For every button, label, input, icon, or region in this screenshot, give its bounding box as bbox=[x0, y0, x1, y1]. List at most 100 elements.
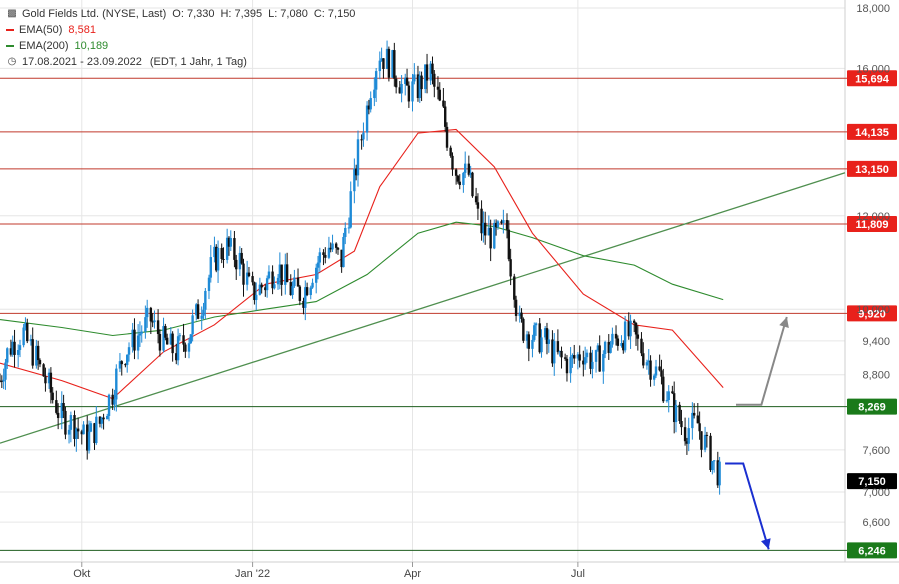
candle-body bbox=[93, 423, 96, 444]
ema200-swatch bbox=[6, 45, 14, 47]
candle-body bbox=[407, 85, 411, 102]
candle-body bbox=[378, 60, 381, 72]
candle-body bbox=[49, 372, 53, 393]
y-tick-label: 18,000 bbox=[856, 3, 890, 15]
x-tick-label: Apr bbox=[404, 568, 421, 580]
candle-body bbox=[514, 299, 518, 316]
candle-body bbox=[687, 428, 690, 444]
candle-body bbox=[645, 362, 649, 366]
candle-body bbox=[369, 98, 372, 110]
candle-body bbox=[429, 63, 432, 81]
candle-body bbox=[391, 50, 394, 78]
candle-body bbox=[309, 287, 312, 296]
candle-body bbox=[336, 247, 340, 250]
x-axis: Okt Jan '22 Apr Jul bbox=[73, 562, 585, 580]
candle-body bbox=[304, 287, 307, 308]
candle-body bbox=[667, 391, 670, 400]
candle-body bbox=[647, 360, 650, 363]
candle-body bbox=[284, 264, 287, 285]
candle-body bbox=[525, 334, 529, 341]
period-range: 17.08.2021 - 23.09.2022 bbox=[22, 56, 142, 68]
candle-body bbox=[260, 284, 263, 288]
candle-body bbox=[162, 326, 165, 351]
candle-body bbox=[623, 321, 627, 351]
candle-body bbox=[251, 276, 254, 283]
candle-body bbox=[563, 357, 567, 359]
candle-body bbox=[692, 412, 696, 416]
candle-body bbox=[0, 380, 2, 382]
candle-body bbox=[691, 412, 694, 429]
candle-body bbox=[367, 105, 371, 110]
trendline bbox=[0, 172, 846, 444]
candle-body bbox=[220, 247, 223, 259]
candle-body bbox=[0, 380, 4, 382]
candle-body bbox=[553, 341, 556, 364]
candle-body bbox=[285, 264, 289, 283]
candle-body bbox=[394, 78, 398, 88]
candle-body bbox=[89, 423, 93, 432]
candle-body bbox=[425, 64, 429, 81]
candle-body bbox=[189, 334, 193, 344]
y-tick-label: 7,000 bbox=[862, 487, 890, 499]
candle-body bbox=[111, 394, 114, 405]
candle-body bbox=[314, 267, 318, 283]
candle-body bbox=[209, 257, 212, 278]
candle-body bbox=[293, 277, 296, 287]
candle-body bbox=[444, 106, 447, 127]
candle-body bbox=[235, 259, 238, 270]
last-price-label: 7,150 bbox=[858, 476, 886, 488]
candle-body bbox=[136, 335, 140, 351]
candle-body bbox=[316, 262, 320, 268]
candle-body bbox=[291, 286, 294, 296]
candle-body bbox=[334, 243, 338, 248]
period-info: (EDT, 1 Jahr, 1 Tag) bbox=[149, 56, 247, 68]
candle-body bbox=[583, 357, 587, 365]
candle-body bbox=[400, 83, 403, 94]
candle-body bbox=[387, 48, 391, 78]
candle-body bbox=[413, 74, 416, 82]
candle-body bbox=[416, 74, 420, 99]
candle-body bbox=[360, 139, 363, 141]
candle-body bbox=[242, 263, 245, 285]
candle-body bbox=[64, 410, 67, 435]
candle-body bbox=[411, 81, 414, 102]
candle-body bbox=[87, 431, 91, 451]
candle-body bbox=[100, 417, 103, 424]
candle-body bbox=[700, 431, 703, 450]
candle-body bbox=[76, 428, 80, 432]
candle-body bbox=[578, 354, 581, 361]
legend-ema50-row: EMA(50) 8,581 bbox=[6, 22, 355, 38]
candle-body bbox=[629, 320, 632, 337]
candle-body bbox=[489, 227, 492, 249]
level-tag bbox=[847, 160, 897, 177]
candle-body bbox=[202, 309, 205, 316]
candle-body bbox=[289, 282, 292, 296]
candle-body bbox=[558, 350, 561, 353]
y-tick-label: 6,600 bbox=[862, 517, 890, 529]
candle-body bbox=[496, 221, 500, 228]
candle-body bbox=[598, 345, 601, 372]
candle-body bbox=[565, 358, 569, 374]
candle-body bbox=[98, 416, 102, 424]
bearish-arrowhead bbox=[761, 538, 771, 550]
candle-body bbox=[133, 329, 136, 351]
chart-type-icon[interactable]: ▩ bbox=[7, 8, 17, 19]
candle-body bbox=[327, 247, 331, 258]
candle-body bbox=[164, 326, 167, 338]
chart-legend: ▩ Gold Fields Ltd. (NYSE, Last) O: 7,330… bbox=[6, 6, 355, 70]
candle-body bbox=[393, 50, 396, 79]
candle-body bbox=[611, 333, 614, 345]
candle-body bbox=[471, 172, 474, 197]
candle-body bbox=[483, 222, 487, 236]
level-label: 11,809 bbox=[855, 219, 888, 231]
candle-body bbox=[13, 341, 16, 355]
candle-body bbox=[11, 341, 14, 355]
level-tag bbox=[847, 123, 897, 140]
candle-body bbox=[374, 71, 378, 90]
candle-body bbox=[620, 343, 623, 346]
chart-grid bbox=[0, 0, 899, 563]
candle-body bbox=[573, 355, 576, 359]
candle-body bbox=[540, 337, 543, 353]
candle-body bbox=[649, 360, 652, 380]
candle-body bbox=[616, 338, 620, 346]
